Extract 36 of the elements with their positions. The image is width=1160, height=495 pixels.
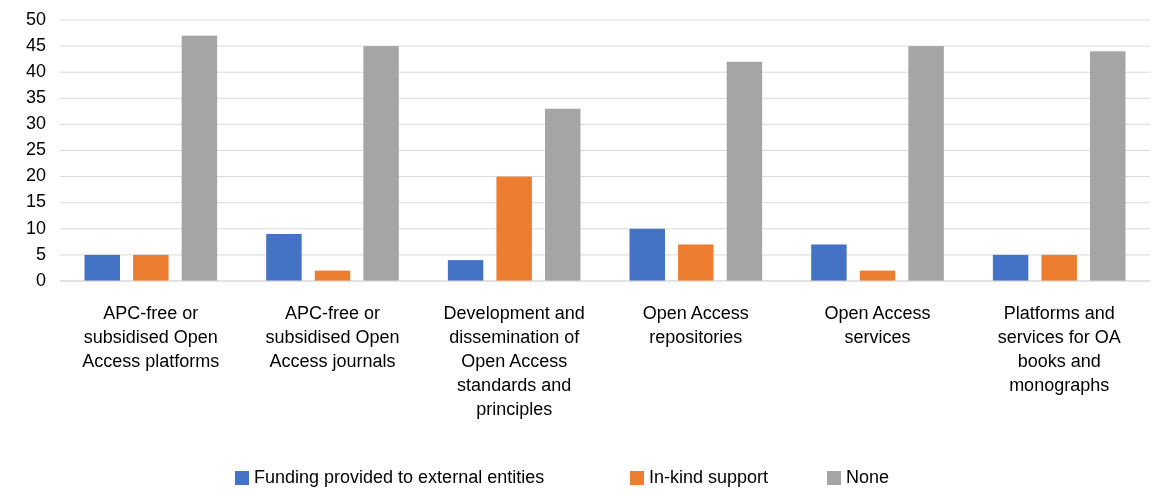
y-tick-label: 20 <box>25 165 46 186</box>
bar <box>726 61 763 281</box>
legend-label: Funding provided to external entities <box>254 467 545 487</box>
x-tick-label: APC-free or subsidised Open Access journals <box>265 303 400 371</box>
x-tick-label: Open Access services <box>824 303 931 347</box>
bar <box>811 244 847 281</box>
bar <box>266 234 302 281</box>
x-tick-label: Open Access repositories <box>642 303 749 347</box>
bar <box>133 254 169 281</box>
x-tick-label: Platforms and services for OA books and monographs <box>997 303 1121 395</box>
y-tick-label: 0 <box>35 269 46 290</box>
bar <box>629 228 665 281</box>
y-tick-label: 35 <box>25 87 46 108</box>
y-tick-label: 30 <box>25 113 46 134</box>
bar <box>678 244 714 281</box>
legend-label: In-kind support <box>649 467 769 487</box>
y-tick-label: 45 <box>25 34 46 55</box>
x-tick-label: APC-free or subsidised Open Access platforms <box>82 303 220 371</box>
bar <box>496 176 532 281</box>
y-tick-label: 10 <box>25 217 46 238</box>
y-tick-label: 25 <box>25 139 46 160</box>
bar <box>84 254 120 281</box>
bar <box>181 35 218 281</box>
y-tick-label: 50 <box>25 8 46 29</box>
bar <box>447 260 484 281</box>
x-tick-label: Development and dissemination of Open Access standards and principles <box>443 303 585 419</box>
bar <box>1090 51 1126 281</box>
y-tick-label: 5 <box>35 243 46 264</box>
bar <box>1041 254 1077 281</box>
bar <box>545 108 581 281</box>
legend-label: None <box>846 467 890 487</box>
bar <box>992 254 1029 281</box>
y-tick-label: 40 <box>25 60 46 81</box>
y-tick-label: 15 <box>25 191 46 212</box>
bar <box>908 46 944 281</box>
bar <box>363 46 399 281</box>
